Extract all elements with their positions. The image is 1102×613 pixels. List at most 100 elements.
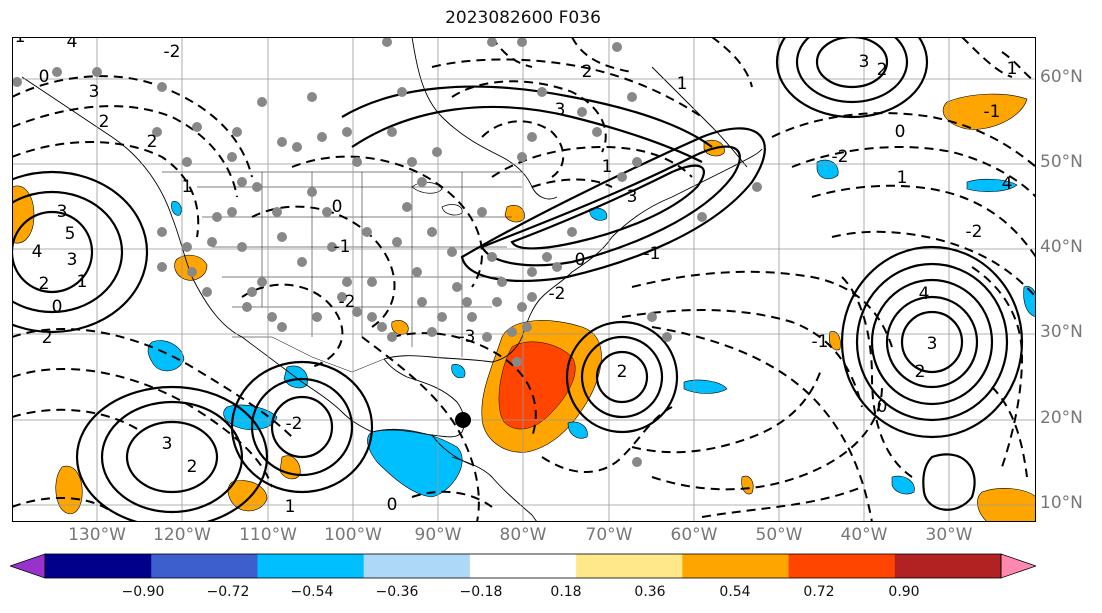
lon-label-100w: 100°W <box>324 525 382 545</box>
contour-label: 2 <box>99 112 110 132</box>
contour-label: -2 <box>549 284 566 304</box>
lat-label-10n: 10°N <box>1040 493 1083 513</box>
contour-label: -1 <box>334 237 351 257</box>
contour-label: 1 <box>182 177 193 197</box>
storm-center-marker <box>455 412 471 428</box>
anomaly-negative-region <box>589 207 608 221</box>
contour-label: 3 <box>89 82 100 102</box>
lon-label-70w: 70°W <box>585 525 633 545</box>
contour-label: 1 <box>1007 59 1018 79</box>
contour-label: 1 <box>602 157 613 177</box>
contour-label: 0 <box>332 197 343 217</box>
lon-label-80w: 80°W <box>499 525 547 545</box>
contour-label: 2 <box>42 328 53 348</box>
colorbar-segment <box>257 554 365 578</box>
contour-label: 1 <box>285 497 296 517</box>
contour-label: 0 <box>575 250 586 270</box>
contour-label: 3 <box>162 434 173 454</box>
contour-label: 3 <box>859 52 870 72</box>
colorbar-segment <box>151 554 258 578</box>
contour-label: 2 <box>147 132 158 152</box>
colorbar-segment <box>576 554 683 578</box>
colorbar-tick-label: −0.18 <box>459 584 503 600</box>
solid-contours <box>12 37 1024 522</box>
colorbar-segment <box>894 554 1002 578</box>
lat-label-20n: 20°N <box>1040 408 1083 428</box>
colorbar-frame <box>44 553 1002 579</box>
lat-label-40n: 40°N <box>1040 237 1083 257</box>
colorbar-tick-label: 0.54 <box>719 584 751 600</box>
contour-label: 1 <box>677 74 688 94</box>
contour-label: 1 <box>77 272 88 292</box>
lon-label-50w: 50°W <box>755 525 803 545</box>
colorbar-tick-label: −0.54 <box>290 584 334 600</box>
contour-label: 1 <box>897 168 908 188</box>
colorbar-segment <box>469 554 577 578</box>
contour-label: 3 <box>67 250 78 270</box>
anomaly-positive-region <box>391 320 409 335</box>
colorbar-tick-label: −0.90 <box>121 584 165 600</box>
contour-label: 2 <box>915 362 926 382</box>
colorbar-extension-max <box>1000 553 1036 579</box>
contour-label: 0 <box>52 297 63 317</box>
contour-label: -3 <box>459 327 476 347</box>
colorbar <box>10 553 1036 579</box>
contour-label: 0 <box>39 67 50 87</box>
anomaly-positive-region <box>829 331 841 351</box>
contour-label: 3 <box>927 334 938 354</box>
contour-label: 5 <box>65 224 76 244</box>
colorbar-tick-label: −0.72 <box>206 584 250 600</box>
colorbar-segment <box>682 554 790 578</box>
colorbar-tick-label: −0.36 <box>375 584 419 600</box>
anomaly-negative-region <box>171 201 182 216</box>
colorbar-tick-label: 0.72 <box>803 584 835 600</box>
contour-label: 3 <box>627 187 638 207</box>
contour-label: 2 <box>187 457 198 477</box>
contour-label: -2 <box>286 414 303 434</box>
lon-label-60w: 60°W <box>670 525 718 545</box>
contour-label: 4 <box>1002 174 1013 194</box>
colorbar-tick-label: 0.36 <box>634 584 666 600</box>
colorbar-segment <box>45 554 152 578</box>
contour-label: -1 <box>984 102 1001 122</box>
contour-label: 2 <box>39 274 50 294</box>
chart-title: 2023082600 F036 <box>445 8 601 28</box>
anomaly-positive-region <box>55 465 83 515</box>
colorbar-tick-label: 0.90 <box>888 584 920 600</box>
contour-label: -2 <box>164 42 181 62</box>
colorbar-extension-min <box>10 553 46 579</box>
anomaly-negative-region <box>816 159 839 180</box>
anomaly-negative-region <box>147 340 185 372</box>
contour-label: 2 <box>617 362 628 382</box>
anomaly-positive-region <box>942 93 1028 130</box>
map-frame <box>12 37 1036 522</box>
lon-label-130w: 130°W <box>68 525 126 545</box>
lat-label-30n: 30°N <box>1040 322 1083 342</box>
colorbar-segment <box>788 554 896 578</box>
colorbar-segment <box>363 554 471 578</box>
contour-label: 2 <box>877 60 888 80</box>
lon-label-40w: 40°W <box>840 525 888 545</box>
lon-label-90w: 90°W <box>414 525 462 545</box>
contour-label: -1 <box>644 244 661 264</box>
contour-label: -2 <box>832 147 849 167</box>
anomaly-positive-region <box>504 205 525 223</box>
contour-label: -2 <box>966 222 983 242</box>
contour-label: 3 <box>57 202 68 222</box>
contour-label: 4 <box>919 284 930 304</box>
anomaly-negative-region <box>451 364 466 379</box>
contour-label: 0 <box>387 495 398 515</box>
anomaly-negative-region <box>683 379 728 394</box>
contour-label: 4 <box>67 37 78 52</box>
observation-stations <box>12 37 762 467</box>
lat-label-50n: 50°N <box>1040 152 1083 172</box>
lon-label-110w: 110°W <box>239 525 297 545</box>
contour-label: 0 <box>895 122 906 142</box>
lon-label-30w: 30°W <box>925 525 973 545</box>
political-borders <box>162 171 522 373</box>
weather-map: 4 3 2 2 1 0 -1 -2 3 5 4 3 2 0 1 2 4 3 2 … <box>12 37 1036 522</box>
contour-labels: 4 3 2 2 1 0 -1 -2 3 5 4 3 2 0 1 2 4 3 2 … <box>12 37 1017 517</box>
colorbar-tick-label: 0.18 <box>550 584 582 600</box>
dashed-contours <box>12 37 1036 522</box>
anomaly-negative-region <box>966 178 1018 192</box>
